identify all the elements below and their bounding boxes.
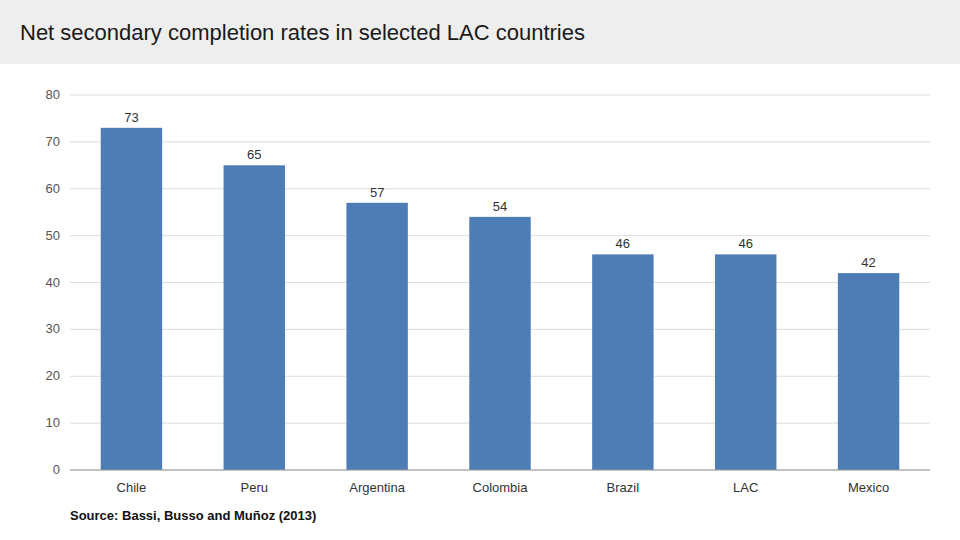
grid-line xyxy=(70,95,930,96)
x-tick-label: Colombia xyxy=(473,480,529,495)
y-tick-label: 60 xyxy=(46,181,60,196)
y-tick-label: 0 xyxy=(53,462,60,477)
data-label: 42 xyxy=(861,255,875,270)
y-tick-label: 10 xyxy=(46,415,60,430)
x-axis-line xyxy=(70,470,930,471)
x-tick-label: Peru xyxy=(241,480,268,495)
bar xyxy=(346,203,407,470)
grid xyxy=(70,95,930,470)
chart-title: Net secondary completion rates in select… xyxy=(20,20,585,45)
data-label: 46 xyxy=(616,236,630,251)
grid-line xyxy=(70,470,930,471)
x-tick-label: Mexico xyxy=(848,480,889,495)
data-label: 57 xyxy=(370,185,384,200)
bar xyxy=(469,217,530,470)
data-label: 54 xyxy=(493,199,507,214)
chart-svg: Net secondary completion rates in select… xyxy=(0,0,960,540)
bar xyxy=(715,254,776,470)
data-labels: 73 65 57 54 46 46 42 xyxy=(124,110,876,270)
x-axis: Chile Peru Argentina Colombia Brazil LAC Mexic… xyxy=(70,470,930,495)
title-banner xyxy=(0,0,960,64)
source-note: Source: Bassi, Busso and Muñoz (2013) xyxy=(70,508,316,523)
y-tick-label: 70 xyxy=(46,134,60,149)
bar xyxy=(101,128,162,470)
data-label: 46 xyxy=(738,236,752,251)
y-tick-label: 50 xyxy=(46,228,60,243)
bar xyxy=(224,165,285,470)
x-tick-label: LAC xyxy=(733,480,758,495)
bars xyxy=(101,128,900,470)
grid-line xyxy=(70,141,930,142)
x-tick-label: Chile xyxy=(117,480,147,495)
y-tick-label: 20 xyxy=(46,368,60,383)
y-axis: 0 10 20 30 40 50 60 70 80 xyxy=(46,87,60,477)
bar xyxy=(838,273,899,470)
y-tick-label: 40 xyxy=(46,275,60,290)
y-tick-label: 30 xyxy=(46,321,60,336)
bar xyxy=(592,254,653,470)
data-label: 65 xyxy=(247,147,261,162)
grid-line xyxy=(70,188,930,189)
chart-container: Net secondary completion rates in select… xyxy=(0,0,960,540)
data-label: 73 xyxy=(124,110,138,125)
x-tick-label: Brazil xyxy=(607,480,640,495)
x-tick-label: Argentina xyxy=(349,480,405,495)
y-tick-label: 80 xyxy=(46,87,60,102)
